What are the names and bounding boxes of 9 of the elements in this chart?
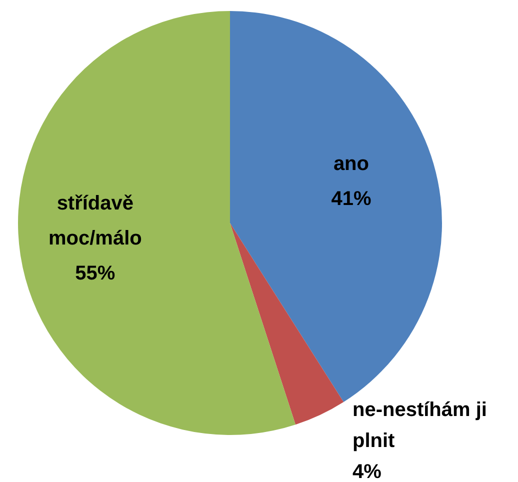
- data-label: 55%: [75, 262, 116, 285]
- slice-label: střídavě moc/málo: [48, 192, 142, 250]
- pie-slice: [18, 11, 296, 435]
- pie-slice: [230, 11, 442, 402]
- data-label: 4%: [352, 461, 382, 482]
- slice-label: ne-nestíhám ji plnit: [352, 399, 487, 452]
- slice-label: ano: [333, 152, 369, 175]
- pie-slice: [230, 223, 344, 425]
- data-label: 41%: [331, 188, 372, 210]
